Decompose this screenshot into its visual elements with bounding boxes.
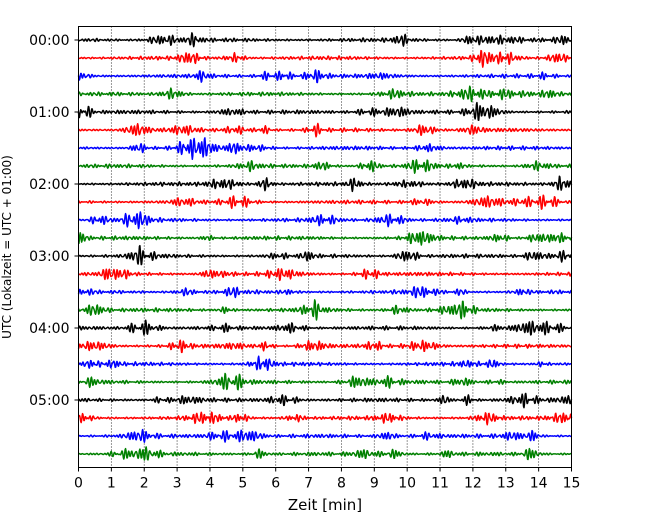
trace-row	[78, 49, 572, 68]
x-tick-label: 11	[431, 476, 449, 492]
y-tick-label: 04:00	[29, 321, 69, 337]
x-tick-label: 4	[206, 476, 215, 492]
trace-row	[77, 244, 573, 266]
x-tick-label: 12	[464, 476, 482, 492]
x-tick-label: 7	[304, 476, 313, 492]
trace-row	[77, 411, 573, 426]
trace-row	[77, 32, 572, 48]
trace-row	[77, 69, 572, 84]
y-tick-label: 00:00	[29, 33, 69, 49]
x-tick-label: 0	[74, 476, 83, 492]
trace-row	[77, 211, 573, 230]
trace-row	[77, 194, 572, 210]
x-tick-label: 10	[398, 476, 416, 492]
x-axis-label: Zeit [min]	[288, 496, 362, 514]
x-tick-label: 5	[238, 476, 247, 492]
y-tick-label: 01:00	[29, 105, 69, 121]
trace-row	[77, 428, 572, 443]
trace-row	[78, 175, 573, 193]
x-tick-label: 2	[140, 476, 149, 492]
x-tick-label: 6	[271, 476, 280, 492]
trace-row	[78, 231, 573, 246]
y-axis-ticks: 00:00 01:00 02:00 03:00 04:00 05:00	[29, 33, 79, 409]
trace-row	[77, 446, 572, 461]
y-tick-label: 03:00	[29, 249, 69, 265]
x-tick-label: 3	[173, 476, 182, 492]
trace-row	[77, 85, 573, 103]
y-axis-label: UTC (Lokalzeit = UTC + 01:00)	[0, 155, 14, 339]
x-tick-label: 13	[497, 476, 515, 492]
y-tick-label: 02:00	[29, 177, 69, 193]
trace-row	[77, 299, 572, 321]
trace-row	[78, 122, 572, 138]
x-axis-ticks: 0 1 2 3 4 5 6 7 8 9 10 11 12 13 14 15	[74, 467, 581, 492]
trace-row	[77, 286, 572, 299]
trace-row	[78, 392, 573, 409]
x-tick-label: 14	[530, 476, 548, 492]
trace-row	[77, 339, 573, 354]
trace-row	[78, 372, 573, 391]
x-tick-label: 15	[563, 476, 581, 492]
trace-row	[78, 137, 572, 160]
plot-frame	[78, 26, 572, 468]
traces	[77, 32, 573, 461]
trace-row	[77, 101, 572, 121]
x-tick-label: 1	[107, 476, 116, 492]
trace-row	[77, 319, 572, 336]
trace-row	[78, 355, 572, 372]
x-tick-label: 8	[337, 476, 346, 492]
plot-area	[78, 26, 572, 468]
trace-row	[78, 159, 572, 174]
y-tick-label: 05:00	[29, 393, 69, 409]
trace-row	[78, 268, 573, 282]
x-tick-label: 9	[370, 476, 379, 492]
